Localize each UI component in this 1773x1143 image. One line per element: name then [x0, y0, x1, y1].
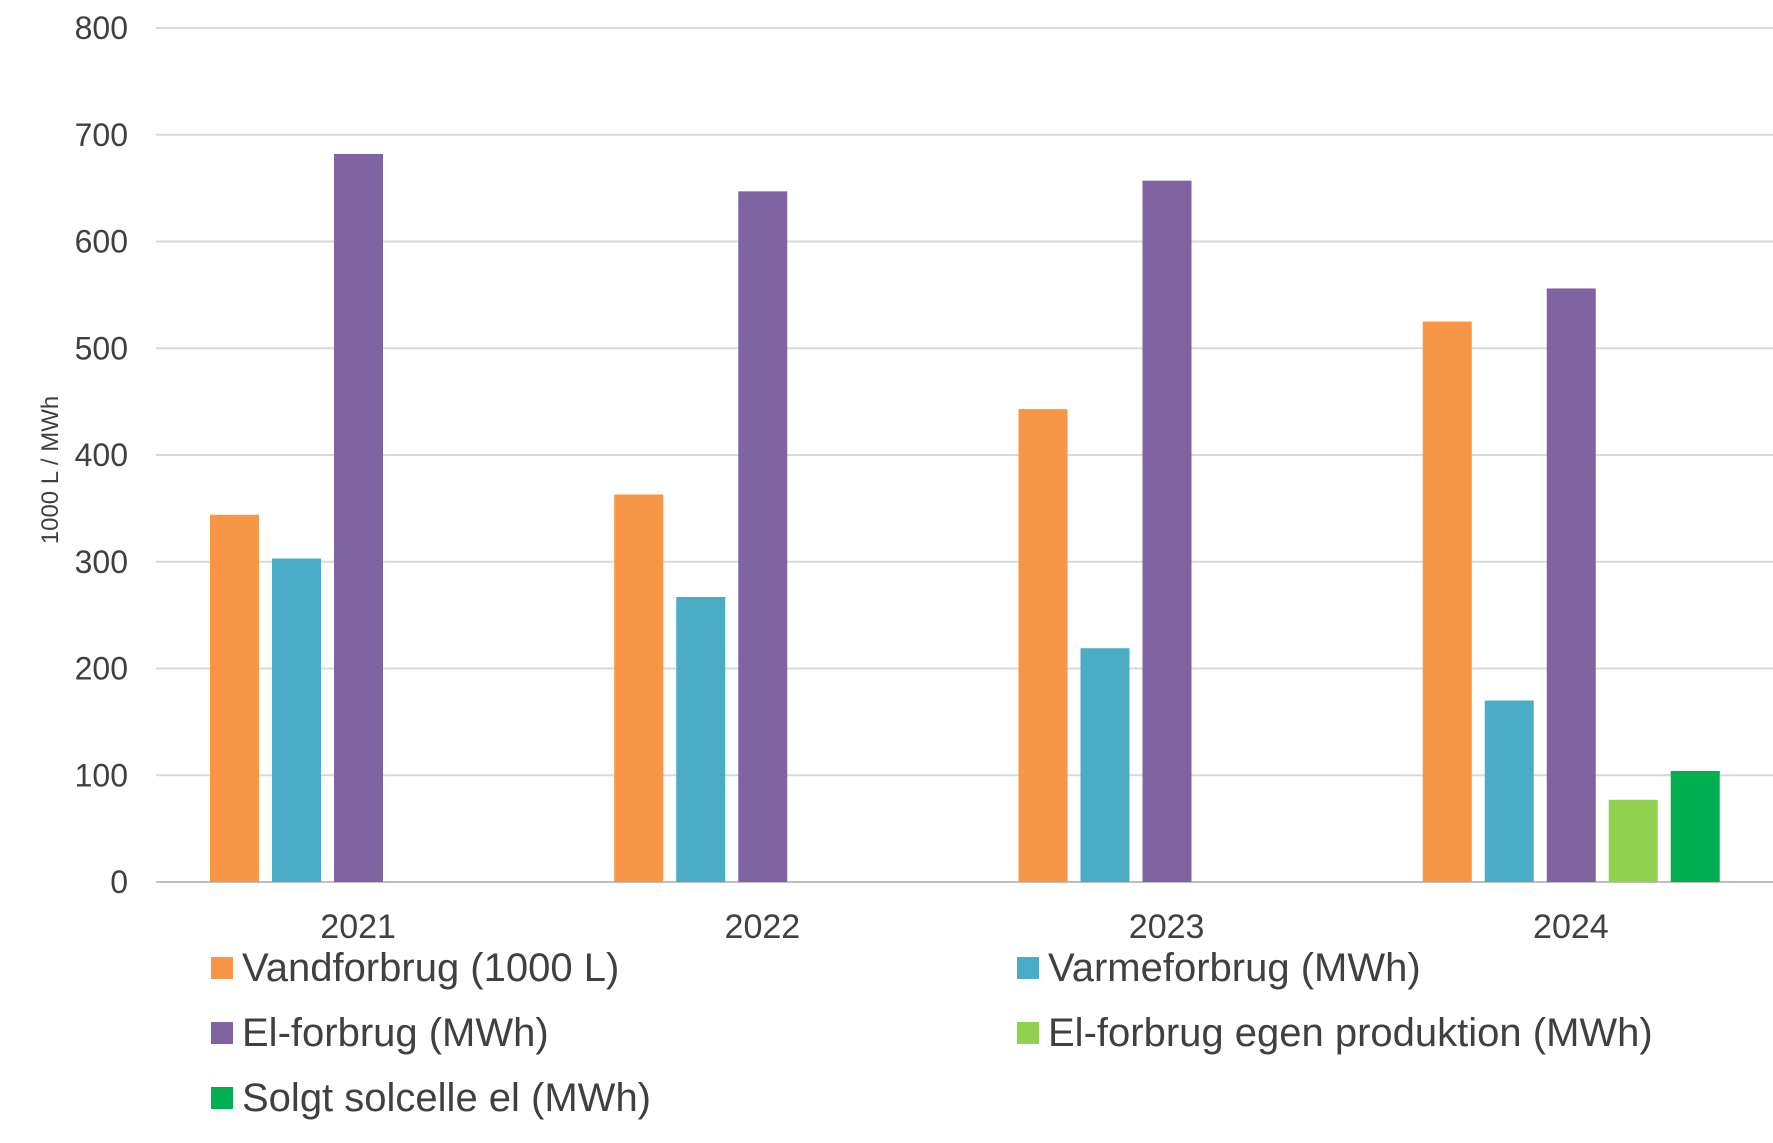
y-axis-ticks: 0 100 200 300 400 500 600 700 800	[75, 10, 128, 900]
bar-2024-series-3	[1608, 799, 1658, 882]
y-tick-label: 600	[75, 224, 128, 260]
y-tick-label: 300	[75, 544, 128, 580]
bar-2023-series-0	[1018, 409, 1068, 882]
bar-2024-series-2	[1546, 288, 1596, 883]
bar-2022-series-1	[676, 596, 726, 882]
bar-2024-series-4	[1670, 770, 1720, 882]
bar-2022-series-2	[738, 191, 788, 882]
bar-2021-series-2	[334, 153, 383, 883]
bar-2024-series-0	[1422, 321, 1472, 882]
x-axis-ticks: 2021 2022 2023 2024	[320, 908, 1608, 946]
x-tick-label: 2023	[1129, 908, 1205, 946]
bar-2023-series-1	[1080, 648, 1130, 882]
y-axis-label: 1000 L / MWh	[37, 396, 64, 545]
y-tick-label: 200	[75, 651, 128, 687]
bar-2023-series-2	[1142, 180, 1192, 883]
bar-2024-series-1	[1484, 700, 1534, 882]
x-tick-label: 2022	[725, 908, 801, 946]
y-tick-label: 0	[110, 864, 128, 900]
y-tick-label: 500	[75, 330, 128, 366]
y-tick-label: 100	[75, 757, 128, 793]
y-tick-label: 700	[75, 117, 128, 153]
y-tick-label: 800	[75, 10, 128, 46]
bar-2021-series-1	[272, 558, 321, 882]
x-tick-label: 2024	[1533, 908, 1609, 946]
x-tick-label: 2021	[320, 908, 396, 946]
y-tick-label: 400	[75, 437, 128, 473]
bar-2021-series-0	[210, 514, 259, 882]
gridlines	[156, 27, 1773, 883]
bars	[210, 153, 1720, 883]
bar-2022-series-0	[614, 494, 664, 882]
